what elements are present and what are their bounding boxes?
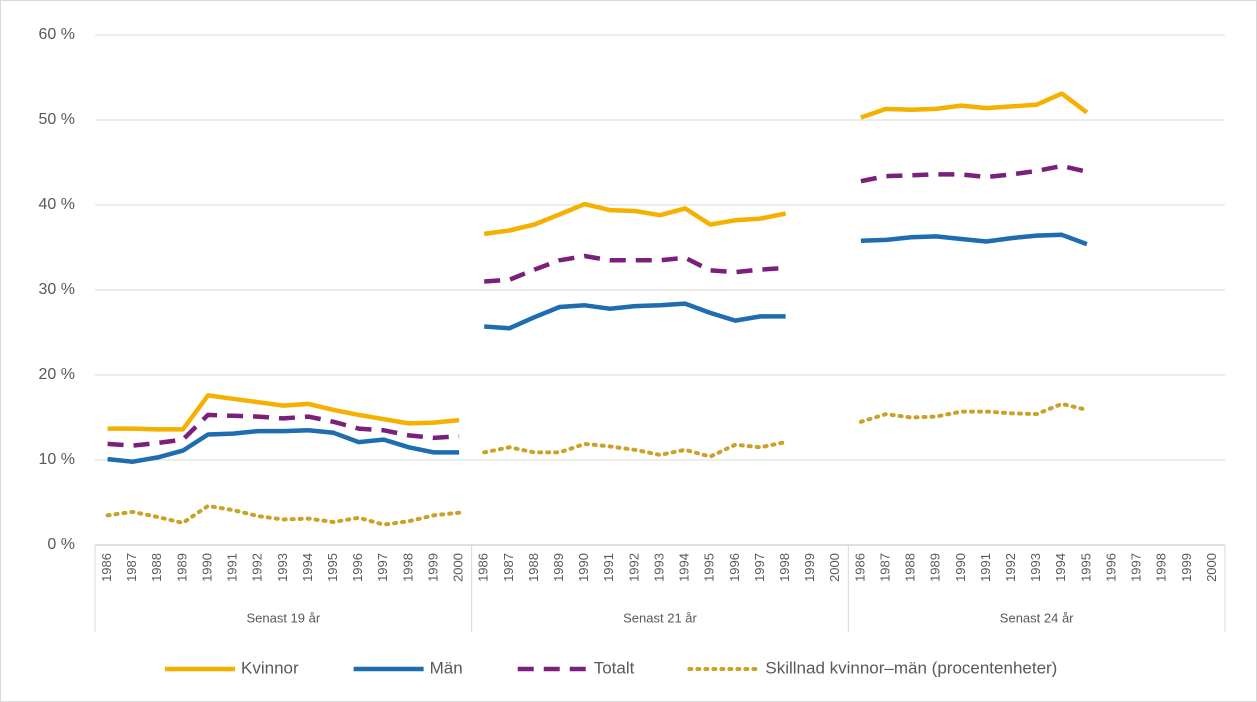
x-tick-label: 1993 xyxy=(651,553,666,582)
x-tick-label: 1992 xyxy=(1003,553,1018,582)
x-tick-label: 1991 xyxy=(601,553,616,582)
x-tick-label: 1996 xyxy=(1103,553,1118,582)
series-line xyxy=(484,253,786,284)
series-line xyxy=(860,163,1088,184)
x-tick-label: 1995 xyxy=(702,553,717,582)
x-tick-label: 1998 xyxy=(1154,553,1169,582)
x-tick-label: 1998 xyxy=(400,553,415,582)
series-line xyxy=(860,232,1088,247)
x-tick-label: 1997 xyxy=(752,553,767,582)
legend-label: Män xyxy=(430,658,463,677)
x-tick-label: 1995 xyxy=(1078,553,1093,582)
x-tick-label: 1999 xyxy=(802,553,817,582)
series-line xyxy=(107,393,460,432)
x-tick-label: 2000 xyxy=(827,553,842,582)
series-line xyxy=(858,401,1089,424)
x-tick-label: 1987 xyxy=(877,553,892,582)
x-tick-label: 1996 xyxy=(727,553,742,582)
y-tick-label: 60 % xyxy=(39,26,75,43)
x-tick-label: 1999 xyxy=(425,553,440,582)
x-tick-label: 1994 xyxy=(1053,553,1068,582)
series-line xyxy=(105,503,462,527)
x-tick-label: 1986 xyxy=(476,553,491,582)
y-tick-label: 10 % xyxy=(39,451,75,468)
x-tick-label: 1999 xyxy=(1179,553,1194,582)
x-tick-label: 1990 xyxy=(953,553,968,582)
series-line xyxy=(107,412,460,448)
x-tick-label: 1994 xyxy=(677,553,692,582)
legend-label: Skillnad kvinnor–män (procentenheter) xyxy=(765,658,1057,677)
x-tick-label: 1991 xyxy=(978,553,993,582)
series-line xyxy=(484,301,786,331)
x-tick-label: 1989 xyxy=(174,553,189,582)
series-line xyxy=(107,428,460,464)
x-tick-label: 1988 xyxy=(526,553,541,582)
y-tick-label: 30 % xyxy=(39,281,75,298)
x-tick-label: 1993 xyxy=(275,553,290,582)
x-tick-label: 1988 xyxy=(903,553,918,582)
x-tick-label: 1989 xyxy=(551,553,566,582)
x-tick-label: 1988 xyxy=(149,553,164,582)
x-tick-label: 1987 xyxy=(501,553,516,582)
group-label: Senast 21 år xyxy=(623,610,697,625)
x-tick-label: 1995 xyxy=(325,553,340,582)
x-tick-label: 2000 xyxy=(1204,553,1219,582)
x-tick-label: 1994 xyxy=(300,553,315,582)
x-tick-label: 1997 xyxy=(1129,553,1144,582)
group-label: Senast 19 år xyxy=(246,610,320,625)
x-tick-label: 2000 xyxy=(451,553,466,582)
y-tick-label: 50 % xyxy=(39,111,75,128)
x-tick-label: 1989 xyxy=(928,553,943,582)
y-tick-label: 0 % xyxy=(47,536,75,553)
group-label: Senast 24 år xyxy=(1000,610,1074,625)
x-tick-label: 1987 xyxy=(124,553,139,582)
x-tick-label: 1990 xyxy=(576,553,591,582)
x-tick-label: 1992 xyxy=(626,553,641,582)
series-line xyxy=(482,440,788,459)
x-tick-label: 1996 xyxy=(350,553,365,582)
y-tick-label: 20 % xyxy=(39,366,75,383)
legend-label: Totalt xyxy=(594,658,635,677)
x-tick-label: 1990 xyxy=(199,553,214,582)
series-line xyxy=(860,91,1089,120)
x-tick-label: 1992 xyxy=(250,553,265,582)
series-line xyxy=(483,201,787,237)
x-tick-label: 1993 xyxy=(1028,553,1043,582)
x-tick-label: 1997 xyxy=(375,553,390,582)
x-tick-label: 1986 xyxy=(99,553,114,582)
x-tick-label: 1998 xyxy=(777,553,792,582)
x-tick-label: 1986 xyxy=(852,553,867,582)
x-tick-label: 1991 xyxy=(225,553,240,582)
legend-label: Kvinnor xyxy=(241,658,299,677)
y-tick-label: 40 % xyxy=(39,196,75,213)
